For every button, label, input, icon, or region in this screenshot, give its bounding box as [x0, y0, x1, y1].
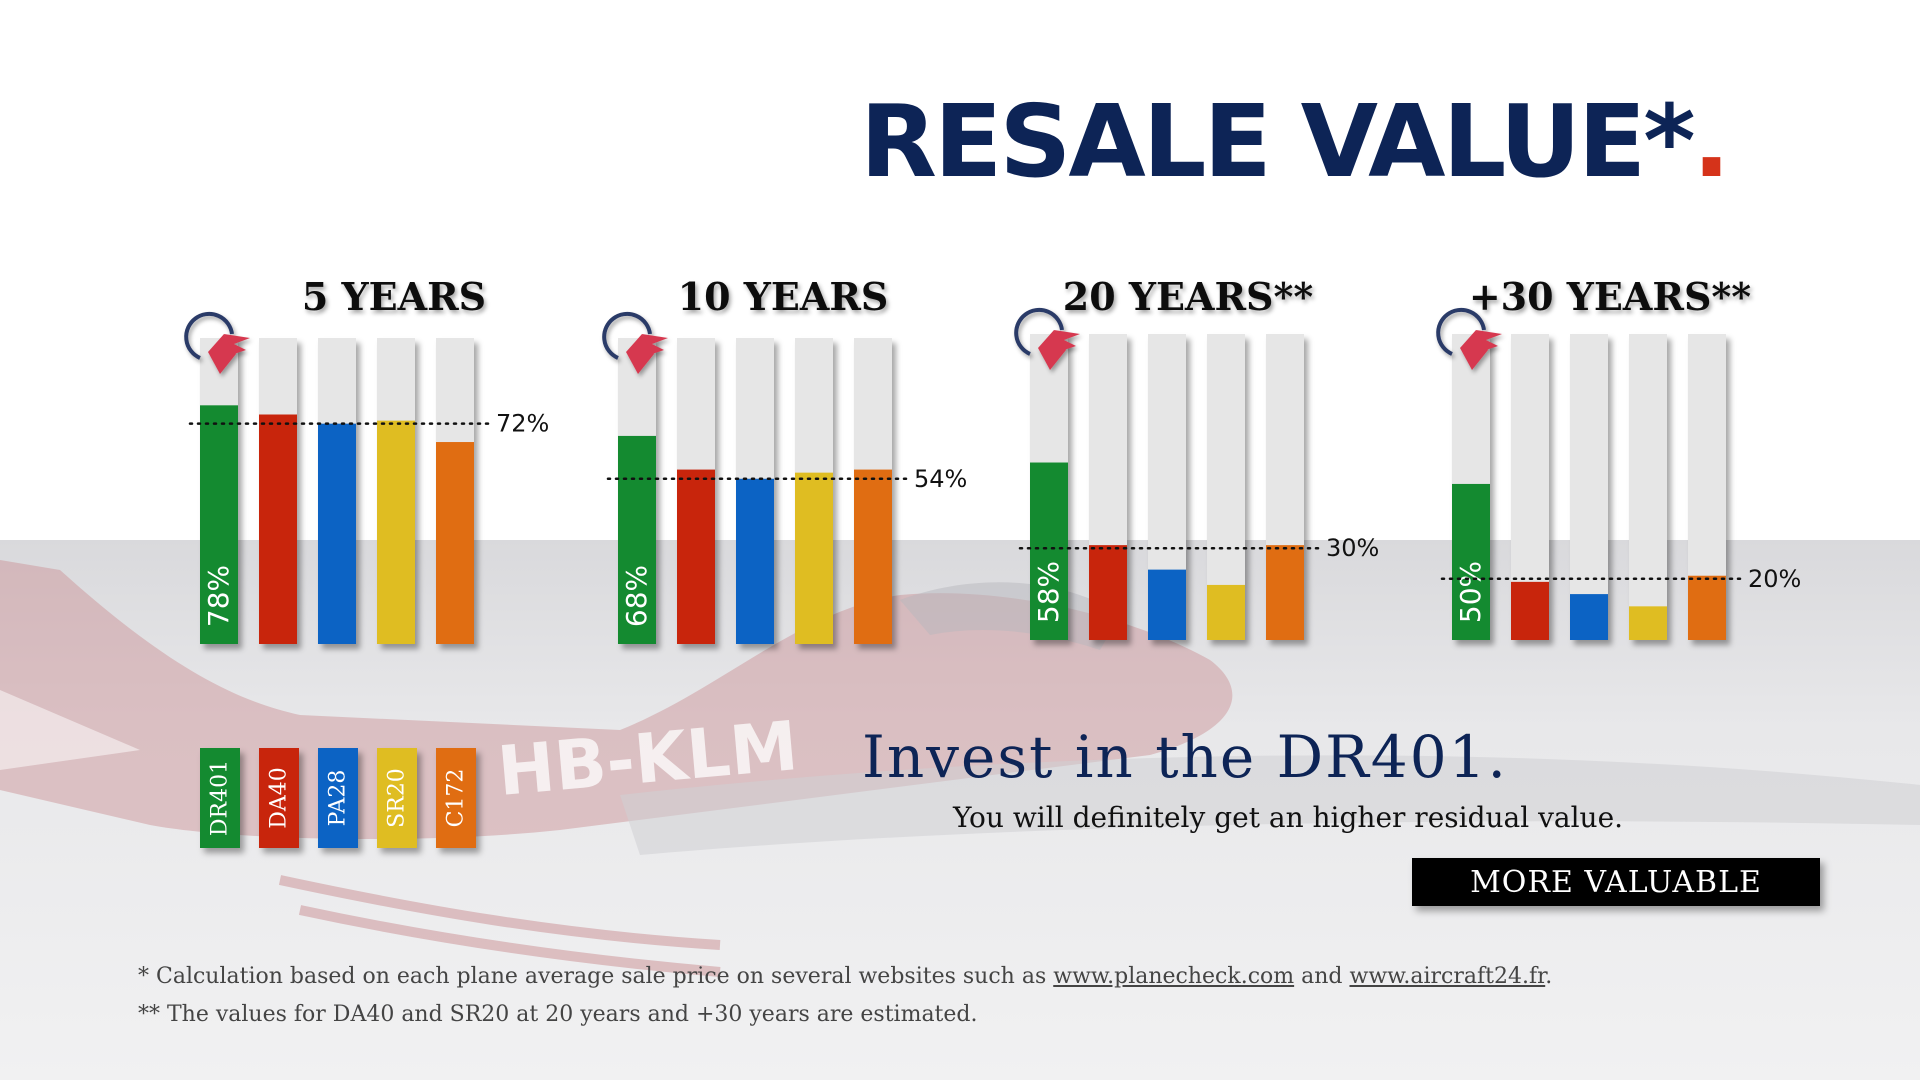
- highlight-data-label: 58%: [1032, 561, 1065, 623]
- legend-label-da40: DA40: [266, 767, 292, 829]
- winged-logo-icon: [1014, 307, 1080, 370]
- chart-3: 20 YEARS** 58% 30%: [1014, 274, 1379, 640]
- highlight-data-label: 50%: [1454, 561, 1487, 623]
- resale-value-charts: 5 YEARS 78% 72% 10 YEARS 68% 54% 20 YEARS** 58%…: [184, 274, 1801, 644]
- bar-da40: [677, 469, 715, 644]
- chart-title: 10 YEARS: [678, 274, 889, 319]
- page-title-dot: .: [1692, 83, 1731, 200]
- planecheck-link[interactable]: www.planecheck.com: [1053, 964, 1295, 989]
- legend-label-pa28: PA28: [325, 769, 351, 827]
- bar-track-sr20: [1629, 334, 1667, 640]
- bar-da40: [259, 414, 297, 644]
- reference-label: 30%: [1326, 534, 1379, 562]
- footnote-estimated: ** The values for DA40 and SR20 at 20 ye…: [138, 1002, 978, 1027]
- chart-title: 20 YEARS**: [1063, 274, 1314, 319]
- more-valuable-button[interactable]: MORE VALUABLE: [1412, 858, 1820, 906]
- chart-4: +30 YEARS** 50% 20%: [1436, 274, 1801, 640]
- bar-pa28: [736, 478, 774, 644]
- page-title-text: RESALE VALUE*: [860, 83, 1696, 200]
- bar-pa28: [1570, 594, 1608, 640]
- bar-sr20: [1207, 584, 1245, 640]
- bar-c172: [436, 442, 474, 644]
- invest-tagline: Invest in the DR401.: [862, 723, 1508, 791]
- chart-title: 5 YEARS: [302, 274, 486, 319]
- footnote-calculation-end: .: [1545, 964, 1553, 989]
- winged-logo-icon: [184, 311, 250, 374]
- footnote-calculation-and: and: [1294, 964, 1350, 989]
- chart-1: 5 YEARS 78% 72%: [184, 274, 549, 644]
- chart-2: 10 YEARS 68% 54%: [602, 274, 967, 644]
- bar-da40: [1089, 545, 1127, 640]
- legend-chip-sr20: SR20: [377, 748, 417, 848]
- footnote-calculation: * Calculation based on each plane averag…: [138, 966, 1552, 988]
- bar-sr20: [1629, 606, 1667, 640]
- reference-label: 20%: [1748, 565, 1801, 593]
- footnote-calculation-text: * Calculation based on each plane averag…: [138, 964, 1054, 989]
- page-title: RESALE VALUE*.: [860, 92, 1731, 192]
- bar-da40: [1511, 581, 1549, 640]
- bar-pa28: [1148, 569, 1186, 640]
- legend-label-c172: C172: [443, 768, 469, 828]
- legend-chip-c172: C172: [436, 748, 476, 848]
- bar-track-pa28: [1570, 334, 1608, 640]
- chart-title: +30 YEARS**: [1469, 274, 1751, 319]
- legend-chip-pa28: PA28: [318, 748, 358, 848]
- bar-c172: [854, 469, 892, 644]
- winged-logo-icon: [1436, 307, 1502, 370]
- aircraft24-link[interactable]: www.aircraft24.fr: [1349, 964, 1546, 989]
- invest-subtitle: You will definitely get an higher residu…: [953, 801, 1624, 834]
- legend-chip-dr401: DR401: [200, 748, 240, 848]
- highlight-data-label: 78%: [202, 565, 235, 627]
- bar-dr401: [200, 405, 238, 644]
- reference-label: 72%: [496, 410, 549, 438]
- bar-dr401: [1030, 462, 1068, 640]
- bar-c172: [1688, 575, 1726, 640]
- reference-label: 54%: [914, 465, 967, 493]
- bar-c172: [1266, 545, 1304, 640]
- bar-sr20: [377, 420, 415, 644]
- bar-dr401: [618, 435, 656, 644]
- legend-chip-da40: DA40: [259, 748, 299, 848]
- legend-label-dr401: DR401: [207, 759, 233, 837]
- highlight-data-label: 68%: [620, 565, 653, 627]
- bar-sr20: [795, 472, 833, 644]
- bar-dr401: [1452, 483, 1490, 640]
- more-valuable-label: MORE VALUABLE: [1470, 864, 1762, 900]
- bar-pa28: [318, 423, 356, 644]
- legend-label-sr20: SR20: [384, 768, 410, 828]
- winged-logo-icon: [602, 311, 668, 374]
